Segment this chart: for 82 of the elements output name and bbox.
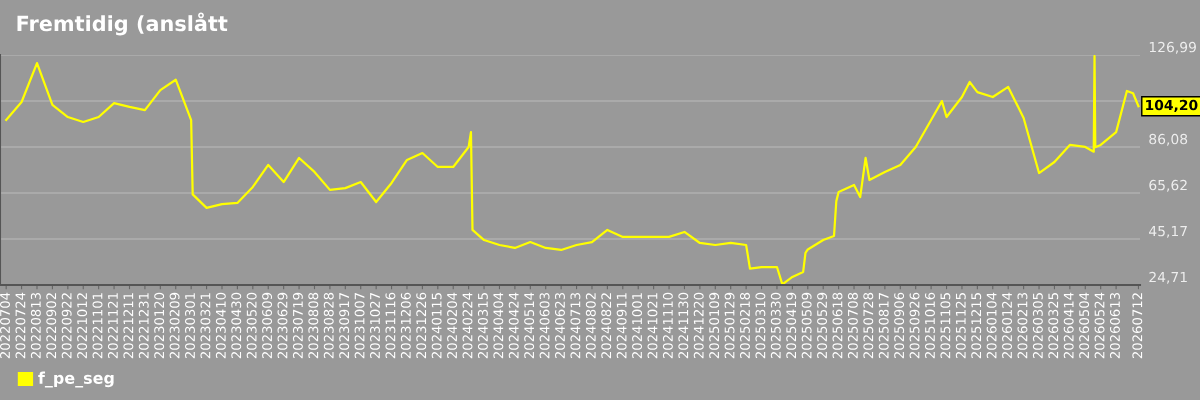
x-tick-label: 20250330 (770, 292, 781, 359)
x-tick-label: 20221121 (107, 293, 118, 359)
x-tick-label: 20240514 (524, 292, 535, 359)
x-tick-label: 20250817 (878, 293, 889, 359)
x-tick-label: 20260104 (986, 292, 997, 359)
x-tick-label: 20221012 (77, 293, 88, 359)
x-tick-label: 20231226 (416, 292, 427, 359)
x-tick-label: 20250129 (724, 292, 735, 359)
y-tick-label: 86,08 (1149, 133, 1188, 146)
x-tick-label: 20260524 (1094, 292, 1105, 359)
x-tick-label: 20250728 (863, 292, 874, 359)
x-tick-label: 20240224 (462, 292, 473, 359)
x-tick-label: 20250109 (709, 292, 720, 359)
x-tick-label: 20231007 (354, 293, 365, 359)
x-tick-label: 20260213 (1017, 293, 1028, 359)
x-tick-label: 20221231 (138, 293, 149, 359)
x-tick-label: 20230828 (323, 292, 334, 359)
x-tick-label: 20250926 (909, 292, 920, 359)
x-tick-label: 20240802 (585, 293, 596, 359)
x-tick-label: 20250529 (817, 292, 828, 359)
x-tick-label: 20220704 (0, 292, 10, 359)
x-tick-label: 20220813 (30, 293, 41, 359)
x-tick-label: 20240424 (508, 292, 519, 359)
x-tick-label: 20230609 (262, 292, 273, 359)
x-tick-label: 20260305 (1032, 293, 1043, 359)
x-tick-label: 20240315 (477, 293, 488, 359)
x-tick-label: 20260325 (1048, 293, 1059, 359)
x-tick-label: 20230321 (200, 293, 211, 359)
x-tick-label: 20251016 (924, 292, 935, 359)
x-tick-label: 20250618 (832, 292, 843, 359)
x-tick-label: 20250218 (739, 292, 750, 359)
x-tick-label: 20241001 (632, 293, 643, 359)
x-tick-label: 20230520 (246, 292, 257, 359)
chart-title: Fremtidig (anslått (17, 12, 228, 36)
x-tick-label: 20241220 (693, 292, 704, 359)
x-tick-label: 20240115 (431, 293, 442, 359)
x-tick-label: 20241110 (662, 292, 673, 359)
x-tick-label: 20221211 (123, 293, 134, 359)
x-tick-label: 20241021 (647, 293, 658, 359)
x-tick-label: 20230301 (185, 293, 195, 359)
y-tick-label: 126,99 (1149, 41, 1196, 54)
x-tick-label: 20260124 (1002, 292, 1013, 359)
x-tick-label: 20250906 (894, 292, 905, 359)
x-tick-label: 20240822 (601, 293, 612, 359)
annotation: 104,20 (1146, 99, 1198, 113)
x-tick-label: 20250310 (755, 292, 766, 359)
x-tick-label: 20230120 (154, 292, 165, 359)
x-tick-label: 20231027 (369, 293, 380, 359)
x-tick-label: 20251105 (940, 293, 951, 359)
x-tick-label: 20251215 (971, 293, 982, 359)
x-tick-label: 20240603 (539, 293, 550, 359)
x-tick-label: 20220922 (61, 293, 72, 359)
x-tick-label: 20220902 (46, 293, 57, 359)
y-tick-label: 24,71 (1149, 271, 1187, 284)
x-tick-label: 20230629 (277, 292, 288, 359)
x-tick-label: 20260613 (1109, 293, 1120, 359)
legend-label: f_pe_seg (38, 371, 114, 388)
x-tick-label: 20260504 (1079, 292, 1090, 359)
x-tick-label: 20231206 (400, 292, 411, 359)
x-tick-label: 20230917 (339, 293, 350, 359)
y-tick-label: 45,17 (1149, 225, 1187, 238)
x-tick-label: 20230430 (231, 292, 242, 359)
x-tick-label: 20220724 (15, 292, 26, 359)
x-tick-label: 20250419 (786, 292, 797, 359)
x-tick-label: 20240911 (616, 293, 627, 359)
x-tick-label: 20260414 (1063, 292, 1074, 359)
x-tick-label: 20250509 (801, 292, 812, 359)
x-tick-label: 20260712 (1132, 293, 1143, 359)
x-tick-label: 20230410 (215, 292, 226, 359)
x-tick-label: 20241130 (678, 292, 689, 359)
x-tick-label: 20250708 (847, 292, 858, 359)
x-tick-label: 20231116 (385, 292, 396, 359)
x-tick-label: 20240623 (554, 293, 565, 359)
x-tick-label: 20221101 (92, 293, 103, 359)
y-tick-label: 65,62 (1149, 179, 1187, 192)
x-tick-label: 20240204 (447, 292, 458, 359)
x-tick-label: 20251125 (955, 293, 966, 359)
x-tick-label: 20230209 (169, 292, 180, 359)
x-tick-label: 20240713 (570, 293, 581, 359)
x-tick-label: 20240404 (493, 292, 504, 359)
x-tick-label: 20230808 (308, 292, 319, 359)
x-tick-label: 20230719 (292, 292, 303, 359)
